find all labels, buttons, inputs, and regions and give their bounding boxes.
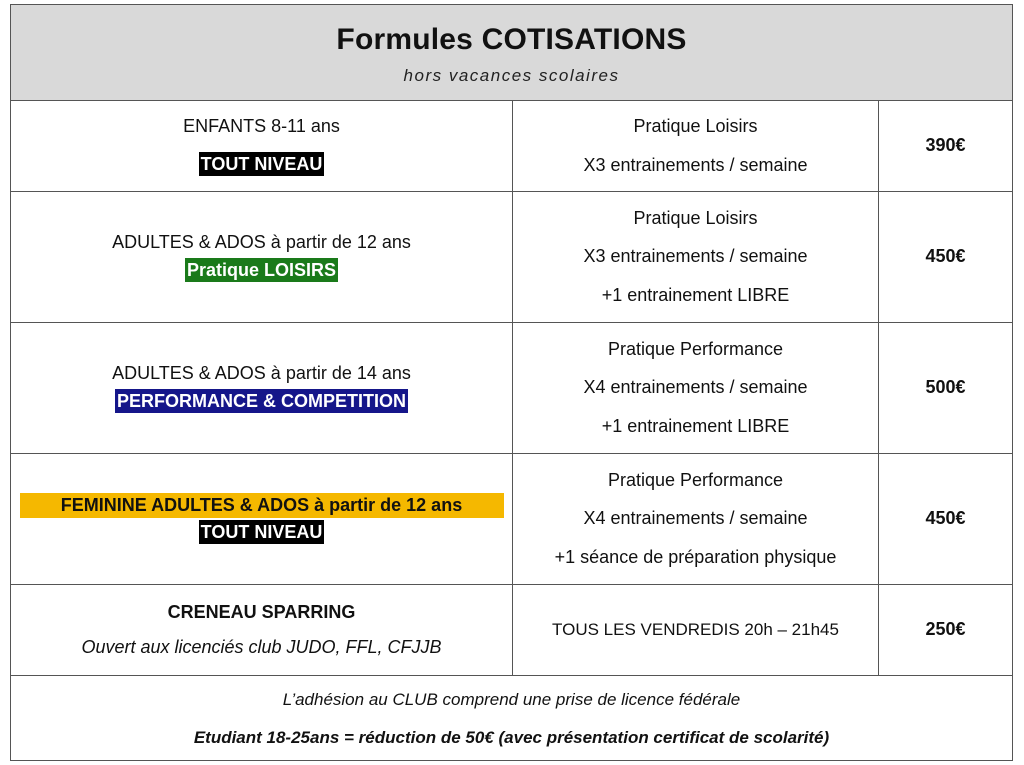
practice-cell: Pratique Performance X4 entrainements / … xyxy=(513,322,879,453)
level-badge: TOUT NIVEAU xyxy=(198,151,325,176)
license-note: L’adhésion au CLUB comprend une prise de… xyxy=(282,690,741,709)
table-row: CRENEAU SPARRING Ouvert aux licenciés cl… xyxy=(11,584,1012,676)
pricing-table: Formules COTISATIONS hors vacances scola… xyxy=(10,4,1013,761)
audience-label: ENFANTS 8-11 ans xyxy=(183,116,340,136)
audience-label: CRENEAU SPARRING xyxy=(167,601,356,622)
practice-cell: Pratique Performance X4 entrainements / … xyxy=(513,453,879,584)
level-badge: TOUT NIVEAU xyxy=(198,519,325,545)
audience-cell: ENFANTS 8-11 ans TOUT NIVEAU xyxy=(11,100,513,191)
table-row: FEMININE ADULTES & ADOS à partir de 12 a… xyxy=(11,453,1012,585)
page-subtitle: hors vacances scolaires xyxy=(403,66,620,85)
practice-line: X3 entrainements / semaine xyxy=(583,154,808,175)
audience-cell: CRENEAU SPARRING Ouvert aux licenciés cl… xyxy=(11,584,513,675)
practice-line: +1 entrainement LIBRE xyxy=(601,415,790,436)
practice-line: TOUS LES VENDREDIS 20h – 21h45 xyxy=(552,619,839,639)
practice-line: X3 entrainements / semaine xyxy=(583,246,808,267)
practice-cell: Pratique Loisirs X3 entrainements / sema… xyxy=(513,100,879,191)
practice-cell: TOUS LES VENDREDIS 20h – 21h45 xyxy=(513,584,879,675)
price-cell: 250€ xyxy=(879,584,1012,675)
table-row: ENFANTS 8-11 ans TOUT NIVEAU Pratique Lo… xyxy=(11,100,1012,192)
price-value: 450€ xyxy=(925,508,966,528)
price-value: 250€ xyxy=(925,619,966,639)
level-badge: Pratique LOISIRS xyxy=(184,257,339,282)
audience-cell: ADULTES & ADOS à partir de 12 ans Pratiq… xyxy=(11,191,513,322)
audience-note: Ouvert aux licenciés club JUDO, FFL, CFJ… xyxy=(81,636,442,657)
audience-cell: ADULTES & ADOS à partir de 14 ans PERFOR… xyxy=(11,322,513,453)
price-value: 500€ xyxy=(925,377,966,397)
price-cell: 390€ xyxy=(879,100,1012,191)
price-cell: 500€ xyxy=(879,322,1012,453)
price-value: 390€ xyxy=(925,135,966,155)
practice-line: X4 entrainements / semaine xyxy=(583,508,808,529)
student-discount-note: Etudiant 18-25ans = réduction de 50€ (av… xyxy=(193,728,830,747)
price-value: 450€ xyxy=(925,246,966,266)
table-footer: L’adhésion au CLUB comprend une prise de… xyxy=(11,675,1012,760)
practice-line: Pratique Performance xyxy=(607,469,784,490)
page-title: Formules COTISATIONS xyxy=(336,23,687,56)
table-row: ADULTES & ADOS à partir de 12 ans Pratiq… xyxy=(11,191,1012,323)
practice-line: X4 entrainements / semaine xyxy=(583,377,808,398)
table-row: ADULTES & ADOS à partir de 14 ans PERFOR… xyxy=(11,322,1012,454)
practice-line: Pratique Loisirs xyxy=(633,207,758,228)
practice-line: +1 entrainement LIBRE xyxy=(601,284,790,305)
practice-line: Pratique Loisirs xyxy=(633,116,758,136)
table-header: Formules COTISATIONS hors vacances scola… xyxy=(11,5,1012,101)
practice-line: Pratique Performance xyxy=(607,338,784,359)
level-badge: PERFORMANCE & COMPETITION xyxy=(114,388,408,413)
price-cell: 450€ xyxy=(879,453,1012,584)
price-cell: 450€ xyxy=(879,191,1012,322)
practice-line: +1 séance de préparation physique xyxy=(554,546,837,567)
audience-label: ADULTES & ADOS à partir de 12 ans xyxy=(112,232,411,252)
audience-label: ADULTES & ADOS à partir de 14 ans xyxy=(112,363,411,383)
audience-label: FEMININE ADULTES & ADOS à partir de 12 a… xyxy=(19,492,504,518)
practice-cell: Pratique Loisirs X3 entrainements / sema… xyxy=(513,191,879,322)
audience-cell: FEMININE ADULTES & ADOS à partir de 12 a… xyxy=(11,453,513,584)
